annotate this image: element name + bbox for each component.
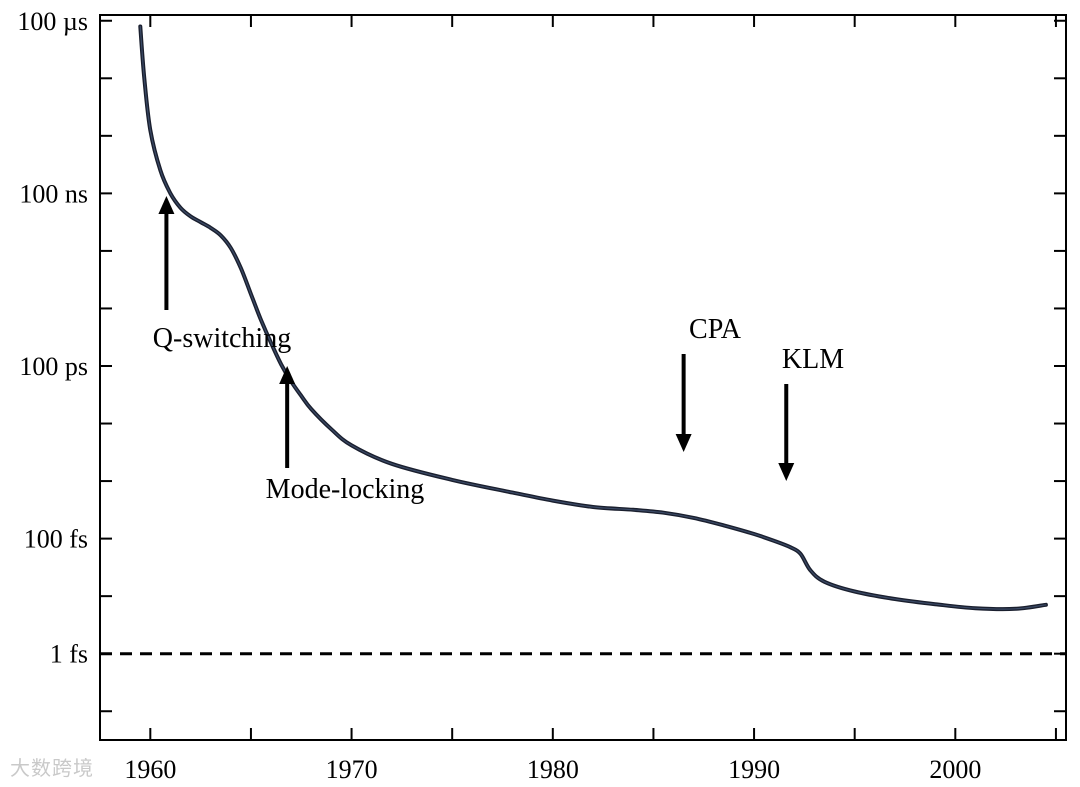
annotation-arrow-head <box>279 366 296 384</box>
x-tick-labels: 1960 1970 1980 1990 2000 <box>124 755 981 784</box>
y-tick-label: 100 ns <box>19 179 88 208</box>
y-tick-label: 100 µs <box>17 7 88 36</box>
annotation-arrow-head <box>778 463 795 481</box>
y-tick-label: 1 fs <box>50 640 88 669</box>
series-line-highlight <box>139 25 1047 610</box>
annotation-arrow-head <box>675 434 692 452</box>
annotation-label: Q-switching <box>153 323 291 354</box>
x-tick-label: 2000 <box>929 755 981 784</box>
x-tick-label: 1970 <box>326 755 378 784</box>
annotations-layer: Q-switching Mode-locking CPA KLM <box>153 196 844 505</box>
y-tick-label: 100 ps <box>19 352 88 381</box>
x-tick-label: 1960 <box>124 755 176 784</box>
series-layer <box>138 24 1048 612</box>
watermark-text: 大数跨境 <box>10 756 94 780</box>
annotation-label: CPA <box>689 314 742 345</box>
y-ticks <box>100 19 1066 713</box>
x-tick-label: 1980 <box>527 755 579 784</box>
y-tick-label: 100 fs <box>24 525 88 554</box>
y-tick-labels: 100 µs 100 ns 100 ps 100 fs 1 fs <box>17 7 88 669</box>
annotation-label: KLM <box>782 344 844 375</box>
annotation-arrow-head <box>158 196 175 214</box>
x-tick-label: 1990 <box>728 755 780 784</box>
annotation-label: Mode-locking <box>266 474 425 505</box>
series-line <box>138 24 1048 612</box>
x-ticks <box>149 15 1057 740</box>
plot-frame <box>99 14 1067 741</box>
